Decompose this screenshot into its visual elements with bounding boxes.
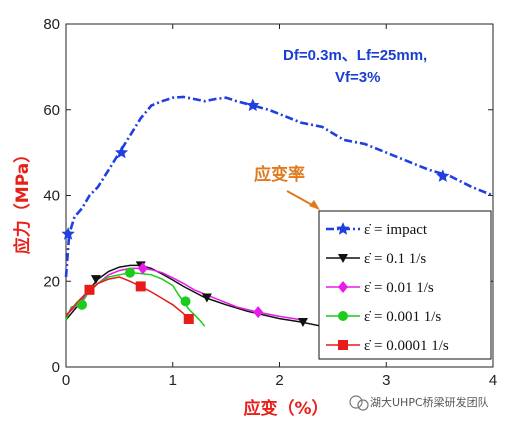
series-marker-0 xyxy=(114,145,129,159)
legend-label-4: ε̇ = 0.0001 1/s xyxy=(364,338,449,354)
x-axis-label: 应变（%） xyxy=(243,398,328,419)
y-tick-label: 0 xyxy=(52,359,60,376)
y-tick-label: 40 xyxy=(43,188,60,205)
legend-marker-3 xyxy=(338,311,348,321)
legend: ε̇ = impact ε̇ = 0.1 1/s ε̇ = 0.01 1/s ε̇ =… xyxy=(318,210,492,360)
series-markers xyxy=(61,98,450,327)
series-marker-1 xyxy=(90,275,101,285)
legend-marker-2 xyxy=(338,281,348,293)
series-marker-4 xyxy=(183,313,194,324)
y-axis-label: 应力（MPa） xyxy=(12,146,33,254)
legend-marker-1 xyxy=(338,254,348,263)
series-marker-3 xyxy=(125,267,136,278)
series-marker-4 xyxy=(135,281,146,292)
x-tick-label: 3 xyxy=(382,372,390,389)
series-marker-4 xyxy=(84,284,95,295)
legend-box xyxy=(318,210,492,360)
wechat-icon xyxy=(349,395,363,409)
annotation-line2: Vf=3% xyxy=(335,69,380,86)
series-marker-3 xyxy=(180,296,191,307)
x-tick-label: 0 xyxy=(62,372,70,389)
y-tick-label: 20 xyxy=(43,273,60,290)
series-marker-1 xyxy=(297,317,308,327)
annotation-line1: Df=0.3m、Lf=25mm, xyxy=(283,47,427,64)
x-tick-label: 4 xyxy=(489,372,497,389)
series-line-0 xyxy=(64,95,494,278)
series-marker-1 xyxy=(201,293,212,303)
x-tick-label: 2 xyxy=(275,372,283,389)
y-tick-label: 60 xyxy=(43,102,60,119)
series-marker-3 xyxy=(77,299,88,310)
legend-label-2: ε̇ = 0.01 1/s xyxy=(364,280,434,296)
legend-label-0: ε̇ = impact xyxy=(364,222,428,238)
y-tick-label: 80 xyxy=(43,16,60,33)
legend-marker-0 xyxy=(336,222,350,235)
x-tick-label: 1 xyxy=(169,372,177,389)
series-marker-0 xyxy=(246,98,260,112)
callout-label: 应变率 xyxy=(254,164,305,185)
watermark-text: 湖大UHPC桥梁研发团队 xyxy=(370,395,489,409)
series-marker-0 xyxy=(61,227,75,240)
legend-label-1: ε̇ = 0.1 1/s xyxy=(364,251,426,267)
callout-arrow xyxy=(286,190,320,210)
series-marker-0 xyxy=(436,169,450,182)
legend-marker-4 xyxy=(338,340,348,350)
legend-label-3: ε̇ = 0.001 1/s xyxy=(364,309,441,325)
watermark: 湖大UHPC桥梁研发团队 xyxy=(349,395,489,411)
series-marker-2 xyxy=(253,306,264,319)
series-marker-2 xyxy=(137,262,148,275)
